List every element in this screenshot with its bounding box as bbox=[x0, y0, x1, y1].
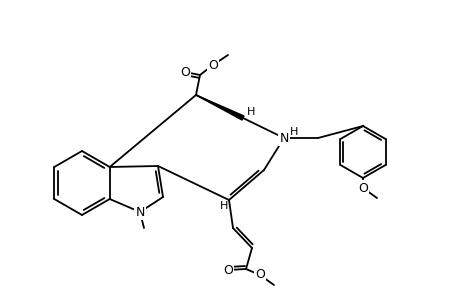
Text: O: O bbox=[254, 268, 264, 281]
Text: O: O bbox=[179, 65, 190, 79]
Text: H: H bbox=[219, 201, 228, 211]
Text: O: O bbox=[223, 263, 232, 277]
Text: H: H bbox=[246, 107, 255, 117]
Text: H: H bbox=[289, 127, 297, 137]
Text: O: O bbox=[207, 58, 218, 71]
Polygon shape bbox=[196, 95, 243, 120]
Text: N: N bbox=[135, 206, 145, 218]
Text: N: N bbox=[279, 131, 288, 145]
Text: O: O bbox=[357, 182, 367, 194]
